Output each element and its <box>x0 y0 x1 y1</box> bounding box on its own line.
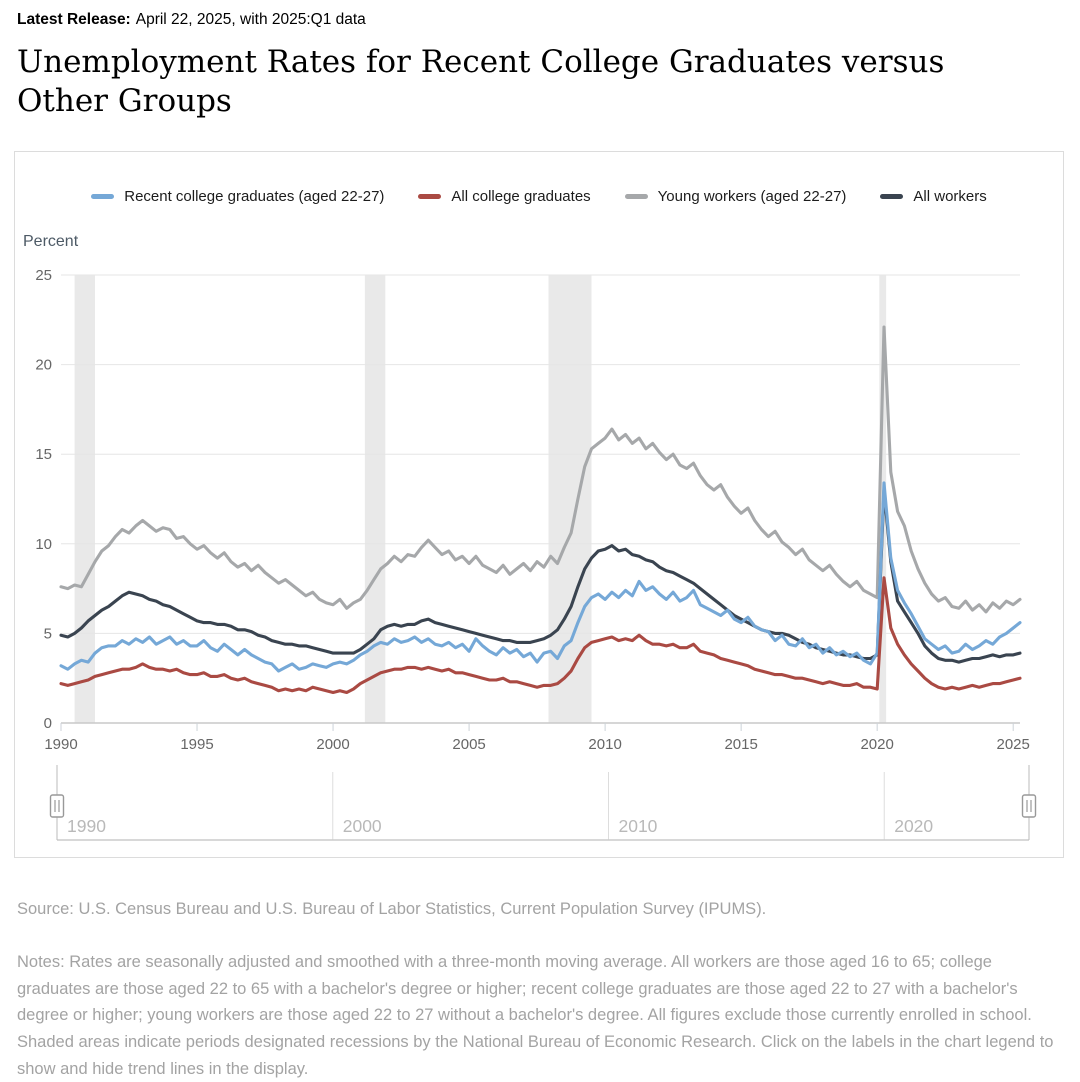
chart-card: Recent college graduates (aged 22-27) All… <box>14 151 1065 859</box>
series-line-3 <box>59 325 1022 614</box>
page: Latest Release: April 22, 2025, with 2025… <box>0 11 1080 1082</box>
legend-label: Recent college graduates (aged 22-27) <box>124 188 385 206</box>
legend-item-1[interactable]: Recent college graduates (aged 22-27) <box>91 188 384 205</box>
recession-band <box>74 275 96 724</box>
y-tick-label: 20 <box>35 357 52 374</box>
notes-text: Notes: Rates are seasonally adjusted and… <box>17 952 1054 1078</box>
x-tick-label: 1990 <box>44 736 77 753</box>
plot-area[interactable] <box>61 275 1020 723</box>
x-tick-label: 2000 <box>316 736 349 753</box>
recession-band <box>364 275 386 724</box>
legend-marker-icon <box>624 194 648 200</box>
legend-marker-icon <box>418 194 442 200</box>
latest-release-label: Latest Release: <box>17 11 131 28</box>
x-tick-label: 2010 <box>588 736 621 753</box>
navigator-handle-left[interactable] <box>49 765 65 841</box>
x-tick-label: 2005 <box>452 736 485 753</box>
latest-release-line: Latest Release: April 22, 2025, with 2025… <box>17 11 1080 29</box>
x-tick-label: 2015 <box>724 736 757 753</box>
legend-item-2[interactable]: All college graduates <box>418 188 591 206</box>
latest-release-text: April 22, 2025, with 2025:Q1 data <box>135 11 366 28</box>
page-title: Unemployment Rates for Recent College Gr… <box>17 44 945 120</box>
legend-label: All workers <box>913 188 987 206</box>
navigator-label: 2010 <box>618 816 657 836</box>
y-tick-label: 10 <box>35 536 52 553</box>
legend-marker-icon <box>91 194 115 200</box>
y-tick-label: 0 <box>44 715 52 732</box>
chart-legend: Recent college graduates (aged 22-27) All… <box>15 188 1063 205</box>
legend-item-4[interactable]: All workers <box>880 188 987 206</box>
series-line-1 <box>59 481 1022 673</box>
source-text: Source: U.S. Census Bureau and U.S. Bure… <box>17 900 767 919</box>
navigator-label: 1990 <box>67 816 106 836</box>
y-axis-title: Percent <box>23 233 79 251</box>
footer: Source: U.S. Census Bureau and U.S. Bure… <box>17 896 1063 1082</box>
legend-label: Young workers (aged 22-27) <box>657 188 847 206</box>
navigator-label: 2020 <box>894 816 933 836</box>
legend-item-3[interactable]: Young workers (aged 22-27) <box>624 188 847 206</box>
legend-marker-icon <box>880 194 904 200</box>
navigator-label: 2000 <box>343 816 382 836</box>
series-line-2 <box>59 576 1022 695</box>
range-navigator[interactable]: 1990 2000 2010 2020 <box>49 765 1037 841</box>
y-tick-label: 15 <box>35 446 52 463</box>
legend-label: All college graduates <box>451 188 591 206</box>
navigator-handle-right[interactable] <box>1021 765 1037 841</box>
x-tick-label: 2020 <box>860 736 893 753</box>
y-tick-label: 5 <box>44 625 52 642</box>
x-tick-label: 2025 <box>997 736 1030 753</box>
x-tick-label: 1995 <box>180 736 213 753</box>
y-tick-label: 25 <box>35 267 52 284</box>
